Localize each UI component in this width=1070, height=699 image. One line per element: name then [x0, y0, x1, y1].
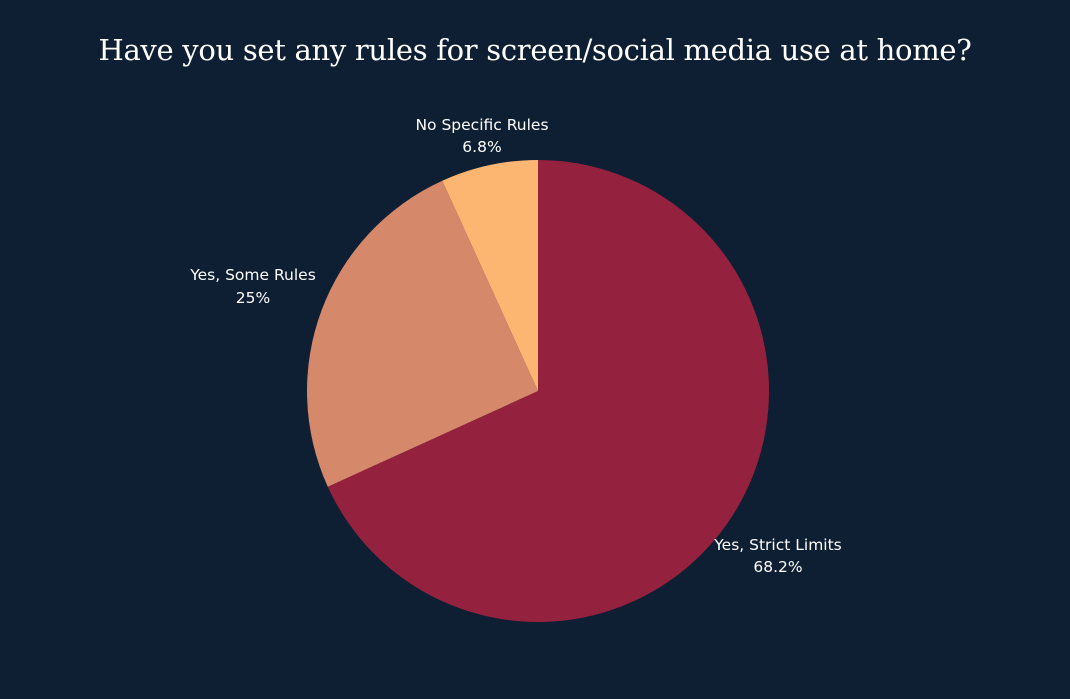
slice-label: No Specific Rules	[415, 116, 548, 134]
pie-slice-yes-strict-limits	[327, 160, 770, 622]
slice-label: Yes, Strict Limits	[713, 536, 842, 554]
pie-slices	[307, 160, 770, 622]
slice-value-label: 68.2%	[753, 558, 802, 576]
pie-slice-no-specific-rules	[442, 160, 538, 391]
pie-slice-yes-some-rules	[307, 180, 538, 487]
slice-value-label: 25%	[236, 289, 270, 307]
pie-labels: Yes, Strict Limits 68.2% Yes, Some Rules 25…	[189, 116, 842, 576]
slice-label: Yes, Some Rules	[189, 266, 316, 284]
chart-title: Have you set any rules for screen/social…	[98, 33, 972, 67]
slice-value-label: 6.8%	[462, 138, 501, 156]
